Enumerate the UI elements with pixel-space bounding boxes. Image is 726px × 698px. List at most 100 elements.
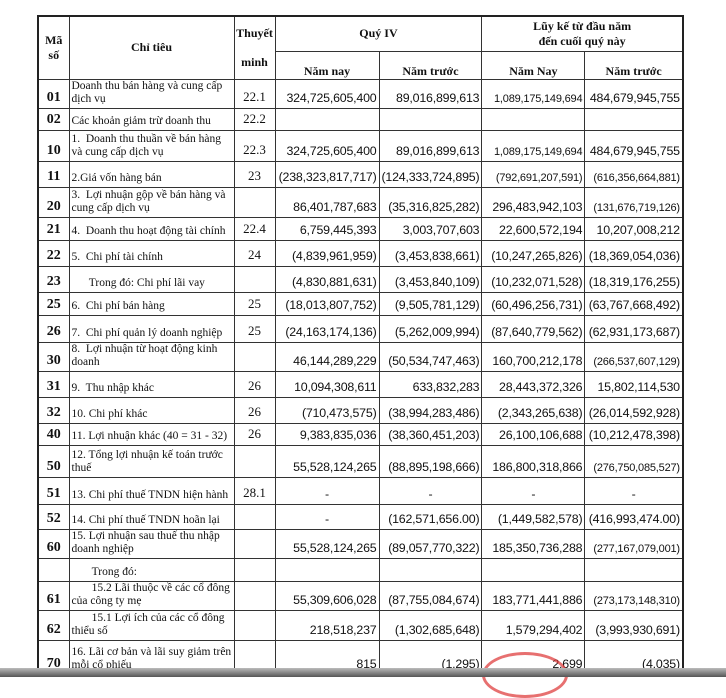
row-q-prev: - (378, 476, 483, 505)
table-row: 01 Doanh thu bán hàng và cung cấp dịch vụ… (37, 78, 684, 109)
row-name: 12. Tổng lợi nhuận kế toán trước thuế (68, 444, 235, 478)
row-name: 9. Thu nhập khác (68, 370, 235, 398)
row-q-prev (378, 557, 483, 582)
row-code: 11 (37, 160, 70, 188)
table-row: 51 13. Chi phí thuế TNDN hiện hành 28.1- - -… (37, 476, 684, 505)
row-y-this: 185,350,736,288 (481, 528, 586, 559)
row-name: 15.1 Lợi ích của các cổ đông thiểu số (68, 609, 235, 641)
row-y-this: 186,800,318,866 (481, 444, 586, 478)
row-y-prev: (18,369,054,036) (584, 239, 684, 267)
row-name: 6. Chi phí bán hàng (68, 291, 235, 316)
row-q-prev: 89,016,899,613 (378, 78, 483, 109)
row-q-this (274, 557, 380, 582)
table-row: 11 2.Giá vốn hàng bán 23 (238,323,817,717)(… (37, 160, 684, 188)
row-note: 26 (233, 422, 276, 446)
row-q-prev: (89,057,770,322) (378, 528, 483, 559)
row-q-prev: (5,262,009,994) (378, 314, 483, 343)
row-name: 5. Chi phí tài chính (68, 239, 235, 267)
row-y-this: 1,089,175,149,694 (481, 129, 586, 162)
income-statement-table: Mã số Chỉ tiêu Thuyết minh Quý IV Lũy kế … (37, 15, 684, 676)
row-y-prev: 10,207,008,212 (584, 216, 684, 241)
row-code: 22 (37, 239, 70, 267)
row-note: 22.2 (233, 107, 276, 131)
row-q-this: 86,401,787,683 (274, 186, 380, 218)
row-q-this: 324,725,605,400 (274, 78, 380, 109)
row-code: 01 (37, 78, 70, 109)
row-y-this: (10,232,071,528) (481, 265, 586, 293)
row-q-this: (238,323,817,717) (274, 160, 380, 188)
row-q-this: 10,094,308,611 (274, 370, 380, 398)
row-q-prev: (38,994,283,486) (378, 396, 483, 424)
row-name: 1. Doanh thu thuần về bán hàng và cung c… (68, 129, 235, 162)
row-name: 13. Chi phí thuế TNDN hiện hành (68, 476, 235, 505)
table-row: 32 10. Chi phí khác 26 (710,473,575) (38,994… (37, 396, 684, 424)
row-note: 26 (233, 370, 276, 398)
table-row: 20 3. Lợi nhuận gộp về bán hàng và cung c… (37, 186, 684, 218)
row-code: 23 (37, 265, 70, 293)
row-y-this: (60,496,256,731) (481, 291, 586, 316)
header-note: Thuyết minh (233, 15, 276, 80)
row-y-this: 26,100,106,688 (481, 422, 586, 446)
row-y-this: 28,443,372,326 (481, 370, 586, 398)
row-y-prev: - (584, 476, 684, 505)
row-note (233, 503, 276, 530)
row-y-this: (792,691,207,591) (481, 160, 586, 188)
table-row: 60 15. Lợi nhuận sau thuế thu nhập doanh … (37, 528, 684, 559)
row-y-prev: (266,537,607,129) (584, 341, 684, 372)
header-ytd: Lũy kế từ đầu năm đến cuối quý này (481, 15, 684, 52)
table-row: 61 15.2 Lãi thuộc về các cổ đông của côn… (37, 580, 684, 611)
row-q-prev (378, 107, 483, 131)
row-code: 62 (37, 609, 70, 641)
header-note-bottom: minh (241, 54, 268, 69)
row-code: 51 (37, 476, 70, 505)
row-note: 22.1 (233, 78, 276, 109)
row-code: 61 (37, 580, 70, 611)
row-q-prev: (162,571,656.00) (378, 503, 483, 530)
row-code: 25 (37, 291, 70, 316)
page-edge-shadow (0, 668, 726, 677)
row-note (233, 580, 276, 611)
table-row: 31 9. Thu nhập khác 26 10,094,308,611 633,83… (37, 370, 684, 398)
row-name: 15.2 Lãi thuộc về các cổ đông của công t… (68, 580, 235, 611)
row-note (233, 444, 276, 478)
row-q-this: 6,759,445,393 (274, 216, 380, 241)
row-q-this: (4,839,961,959) (274, 239, 380, 267)
row-y-this: 1,089,175,149,694 (481, 78, 586, 109)
row-q-prev: 633,832,283 (378, 370, 483, 398)
row-note (233, 557, 276, 582)
row-code: 52 (37, 503, 70, 530)
row-note (233, 265, 276, 293)
row-y-prev: (62,931,173,687) (584, 314, 684, 343)
row-y-this: 160,700,212,178 (481, 341, 586, 372)
row-q-this: - (274, 476, 380, 505)
row-code: 10 (37, 129, 70, 162)
table-row: 02 Các khoản giảm trừ doanh thu 22.2 (37, 107, 684, 131)
table-row: 50 12. Tổng lợi nhuận kế toán trước thuế 5… (37, 444, 684, 478)
row-code (37, 557, 70, 582)
row-y-this: (10,247,265,826) (481, 239, 586, 267)
row-y-prev: (63,767,668,492) (584, 291, 684, 316)
row-q-prev: (124,333,724,895) (378, 160, 483, 188)
header-note-top: Thuyết (236, 25, 273, 40)
row-name: 10. Chi phí khác (68, 396, 235, 424)
row-q-this: 324,725,605,400 (274, 129, 380, 162)
header-y-this: Năm Nay (481, 50, 586, 80)
table-row: 10 1. Doanh thu thuần về bán hàng và cung… (37, 129, 684, 162)
row-q-prev: (1,302,685,648) (378, 609, 483, 641)
row-y-prev: (18,319,176,255) (584, 265, 684, 293)
row-name: 4. Doanh thu hoạt động tài chính (68, 216, 235, 241)
row-note (233, 341, 276, 372)
row-q-prev: 3,003,707,603 (378, 216, 483, 241)
row-q-prev: (50,534,747,463) (378, 341, 483, 372)
row-y-prev: (10,212,478,398) (584, 422, 684, 446)
row-name: Các khoản giảm trừ doanh thu (68, 107, 235, 131)
row-y-this (481, 557, 586, 582)
row-y-prev (584, 107, 684, 131)
row-code: 40 (37, 422, 70, 446)
header-quarter: Quý IV (274, 15, 483, 52)
row-note (233, 528, 276, 559)
row-code: 31 (37, 370, 70, 398)
row-q-prev: (87,755,084,674) (378, 580, 483, 611)
row-y-prev: (416,993,474.00) (584, 503, 684, 530)
row-y-prev: (3,993,930,691) (584, 609, 684, 641)
